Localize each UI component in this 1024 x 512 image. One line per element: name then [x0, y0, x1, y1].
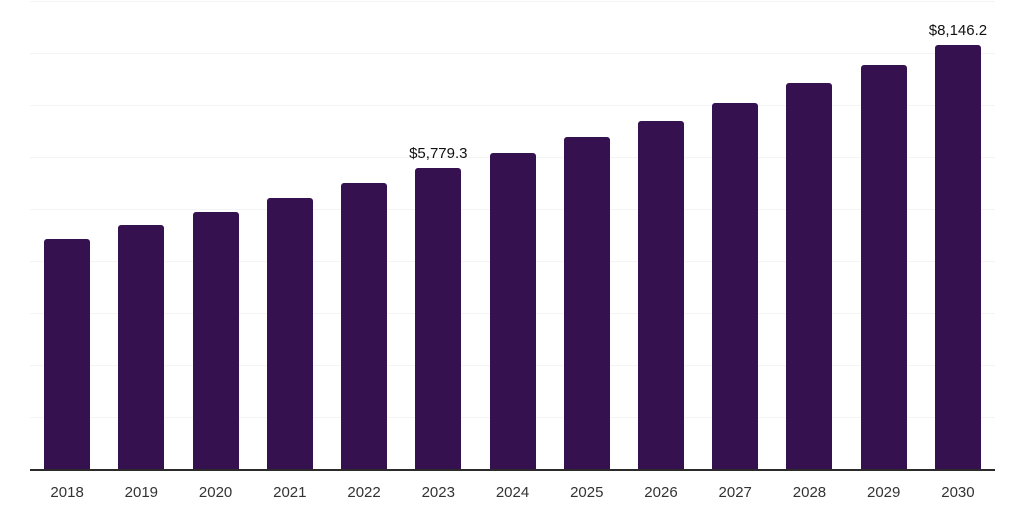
bar-slot — [253, 1, 327, 469]
x-axis-label-2029: 2029 — [867, 484, 901, 501]
x-axis-label-2019: 2019 — [124, 484, 159, 501]
bar-slot — [772, 1, 846, 469]
x-axis-label-2030: 2030 — [941, 484, 975, 501]
bar-2028[interactable] — [786, 83, 833, 469]
bar-slot — [104, 1, 178, 469]
x-axis-label-2022: 2022 — [347, 484, 381, 501]
x-axis-label-2026: 2026 — [644, 484, 678, 501]
bar-2020[interactable] — [192, 212, 239, 469]
bars: $5,779.3 $8,146.2 — [30, 1, 995, 469]
gridline — [30, 53, 995, 55]
x-axis-label-2024: 2024 — [495, 484, 530, 501]
bar-slot — [327, 1, 401, 469]
bar-2019[interactable] — [118, 225, 165, 469]
bar-2025[interactable] — [563, 136, 610, 469]
bar-2022[interactable] — [341, 183, 388, 469]
x-axis-label-2018: 2018 — [50, 484, 84, 501]
gridline — [30, 105, 995, 106]
x-axis-label-2020: 2020 — [198, 484, 233, 501]
plot-area: $5,779.3 $8,146.2 — [30, 1, 995, 469]
bar-slot — [624, 1, 698, 469]
bar-slot — [847, 1, 921, 469]
bar-slot: $8,146.2 — [921, 1, 995, 469]
gridline — [30, 1, 995, 2]
x-axis-label-2027: 2027 — [718, 484, 752, 501]
bar-slot: $5,779.3 — [401, 1, 475, 469]
bar-2029[interactable] — [860, 64, 907, 469]
x-axis-label-2025: 2025 — [570, 484, 604, 501]
bar-2026[interactable] — [637, 121, 684, 469]
bar-slot — [475, 1, 549, 469]
x-axis-label-2021: 2021 — [273, 484, 307, 501]
bar-2023[interactable] — [415, 168, 462, 469]
bar-2027[interactable] — [712, 102, 759, 469]
bar-slot — [30, 1, 104, 469]
value-label-2030: $8,146.2 — [928, 22, 988, 40]
value-label-2023: $5,779.3 — [409, 145, 468, 163]
bar-slot — [178, 1, 252, 469]
bar-2030[interactable] — [934, 45, 981, 469]
x-axis-label-2023: 2023 — [421, 484, 455, 501]
bar-2024[interactable] — [489, 152, 536, 469]
x-axis-labels: 2018 2019 2020 2021 2022 2023 2024 2025 2026 2027… — [30, 485, 995, 500]
bar-slot — [698, 1, 772, 469]
x-axis-label-2028: 2028 — [792, 484, 827, 501]
x-axis-line — [30, 469, 995, 471]
bar-2018[interactable] — [44, 239, 91, 469]
bar-2021[interactable] — [266, 198, 313, 469]
bar-slot — [550, 1, 624, 469]
